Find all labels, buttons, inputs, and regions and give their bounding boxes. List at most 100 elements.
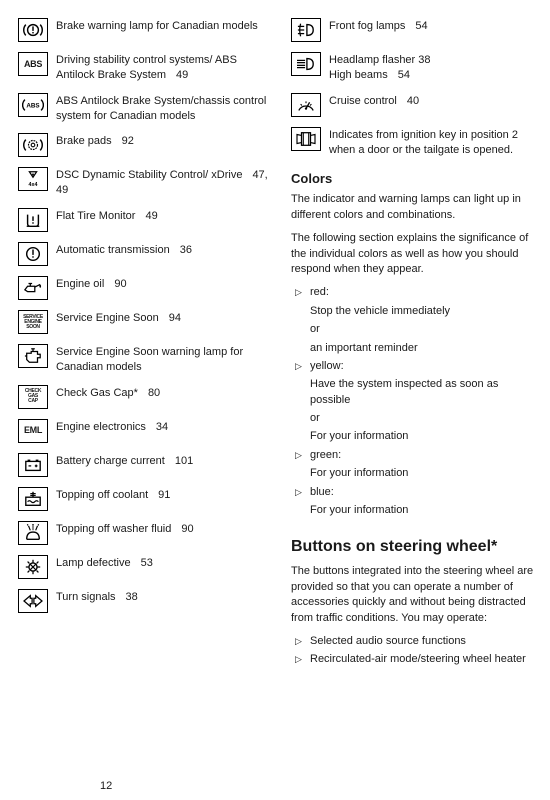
indicator-row: Cruise control40 <box>291 93 536 117</box>
color-label: blue: <box>310 485 334 500</box>
indicator-row: Flat Tire Monitor49 <box>18 208 273 232</box>
coolant-icon <box>18 487 48 511</box>
indicator-row: Turn signals38 <box>18 589 273 613</box>
svg-text:ABS: ABS <box>26 102 39 109</box>
dsc-4x4-icon: 4x4 <box>18 167 48 191</box>
indicator-desc: Brake pads92 <box>56 133 273 149</box>
color-entry: ▷ green: <box>295 448 536 463</box>
battery-icon <box>18 453 48 477</box>
color-sub: Have the system inspected as soon as pos… <box>310 377 536 408</box>
engine-icon <box>18 344 48 368</box>
indicator-desc: Engine oil90 <box>56 276 273 292</box>
indicator-row: Lamp defective53 <box>18 555 273 579</box>
triangle-icon: ▷ <box>295 485 304 499</box>
indicator-desc: Topping off washer fluid90 <box>56 521 273 537</box>
steering-heading: Buttons on steering wheel* <box>291 538 536 556</box>
indicator-desc: Flat Tire Monitor49 <box>56 208 273 224</box>
abs-parens-icon: ABS <box>18 93 48 117</box>
indicator-desc: Automatic transmission36 <box>56 242 273 258</box>
brake-parens-icon <box>18 18 48 42</box>
color-sub: an important reminder <box>310 341 536 356</box>
indicator-row: Indicates from ignition key in position … <box>291 127 536 158</box>
brake-pads-icon <box>18 133 48 157</box>
indicator-row: Automatic transmission36 <box>18 242 273 266</box>
color-sub: or <box>310 322 536 337</box>
turn-signals-icon <box>18 589 48 613</box>
triangle-icon: ▷ <box>295 634 304 648</box>
washer-icon <box>18 521 48 545</box>
color-sub: For your information <box>310 503 536 518</box>
indicator-desc: DSC Dynamic Stability Control/ xDrive47,… <box>56 167 273 198</box>
high-beam-icon <box>291 52 321 76</box>
abs-icon: ABS <box>18 52 48 76</box>
lamp-icon <box>18 555 48 579</box>
indicator-desc: Lamp defective53 <box>56 555 273 571</box>
color-sub: Stop the vehicle immediately <box>310 304 536 319</box>
color-sub: For your information <box>310 429 536 444</box>
flat-tire-icon <box>18 208 48 232</box>
color-label: red: <box>310 285 329 300</box>
indicator-desc: Driving stability control systems/ ABS A… <box>56 52 273 83</box>
triangle-icon: ▷ <box>295 448 304 462</box>
color-entry: ▷ yellow: <box>295 359 536 374</box>
colors-heading: Colors <box>291 171 536 186</box>
indicator-desc: Battery charge current101 <box>56 453 273 469</box>
triangle-icon: ▷ <box>295 359 304 373</box>
indicator-desc: Cruise control40 <box>329 93 536 109</box>
indicator-row: Brake warning lamp for Canadian models <box>18 18 273 42</box>
indicator-row: Front fog lamps54 <box>291 18 536 42</box>
indicator-row: ABS ABS Antilock Brake System/chassis con… <box>18 93 273 124</box>
steering-para: The buttons integrated into the steering… <box>291 564 536 626</box>
auto-trans-icon <box>18 242 48 266</box>
bullet-text: Selected audio source functions <box>310 634 466 649</box>
indicator-desc: Turn signals38 <box>56 589 273 605</box>
triangle-icon: ▷ <box>295 285 304 299</box>
indicator-row: Battery charge current101 <box>18 453 273 477</box>
door-open-icon <box>291 127 321 151</box>
indicator-desc: Headlamp flasher 38High beams54 <box>329 52 536 83</box>
indicator-desc: Topping off coolant91 <box>56 487 273 503</box>
indicator-row: Headlamp flasher 38High beams54 <box>291 52 536 83</box>
indicator-row: Topping off coolant91 <box>18 487 273 511</box>
svg-text:4x4: 4x4 <box>29 183 38 189</box>
right-indicator-list: Front fog lamps54 Headlamp flasher 38High… <box>291 18 536 157</box>
indicator-row: Topping off washer fluid90 <box>18 521 273 545</box>
service-engine-soon-icon: SERVICEENGINESOON <box>18 310 48 334</box>
fog-icon <box>291 18 321 42</box>
bullet-text: Recirculated-air mode/steering wheel hea… <box>310 652 526 667</box>
oil-can-icon <box>18 276 48 300</box>
color-entry: ▷ red: <box>295 285 536 300</box>
indicator-desc: Service Engine Soon94 <box>56 310 273 326</box>
indicator-row: EML Engine electronics34 <box>18 419 273 443</box>
indicator-row: Brake pads92 <box>18 133 273 157</box>
check-gas-cap-icon: CHECKGASCAP <box>18 385 48 409</box>
indicator-row: SERVICEENGINESOON Service Engine Soon94 <box>18 310 273 334</box>
indicator-row: Engine oil90 <box>18 276 273 300</box>
right-column: Front fog lamps54 Headlamp flasher 38High… <box>291 18 540 790</box>
steering-bullet: ▷ Selected audio source functions <box>295 634 536 649</box>
color-entry: ▷ blue: <box>295 485 536 500</box>
indicator-desc: Brake warning lamp for Canadian models <box>56 18 273 34</box>
indicator-desc: Front fog lamps54 <box>329 18 536 34</box>
page-number: 12 <box>100 780 112 792</box>
indicator-desc: Check Gas Cap*80 <box>56 385 273 401</box>
color-sub: For your information <box>310 466 536 481</box>
color-label: yellow: <box>310 359 344 374</box>
triangle-icon: ▷ <box>295 652 304 666</box>
cruise-icon <box>291 93 321 117</box>
indicator-row: ABS Driving stability control systems/ AB… <box>18 52 273 83</box>
color-sub: or <box>310 411 536 426</box>
left-indicator-list: Brake warning lamp for Canadian models AB… <box>18 18 273 790</box>
colors-para-2: The following section explains the signi… <box>291 231 536 277</box>
colors-list: ▷ red: Stop the vehicle immediately or an im… <box>295 285 536 518</box>
eml-icon: EML <box>18 419 48 443</box>
indicator-desc: Service Engine Soon warning lamp for Can… <box>56 344 273 375</box>
color-label: green: <box>310 448 341 463</box>
indicator-row: Service Engine Soon warning lamp for Can… <box>18 344 273 375</box>
steering-bullet: ▷ Recirculated-air mode/steering wheel he… <box>295 652 536 667</box>
indicator-desc: Engine electronics34 <box>56 419 273 435</box>
indicator-desc: ABS Antilock Brake System/chassis contro… <box>56 93 273 124</box>
indicator-row: 4x4 DSC Dynamic Stability Control/ xDrive… <box>18 167 273 198</box>
colors-para-1: The indicator and warning lamps can ligh… <box>291 192 536 223</box>
indicator-row: CHECKGASCAP Check Gas Cap*80 <box>18 385 273 409</box>
